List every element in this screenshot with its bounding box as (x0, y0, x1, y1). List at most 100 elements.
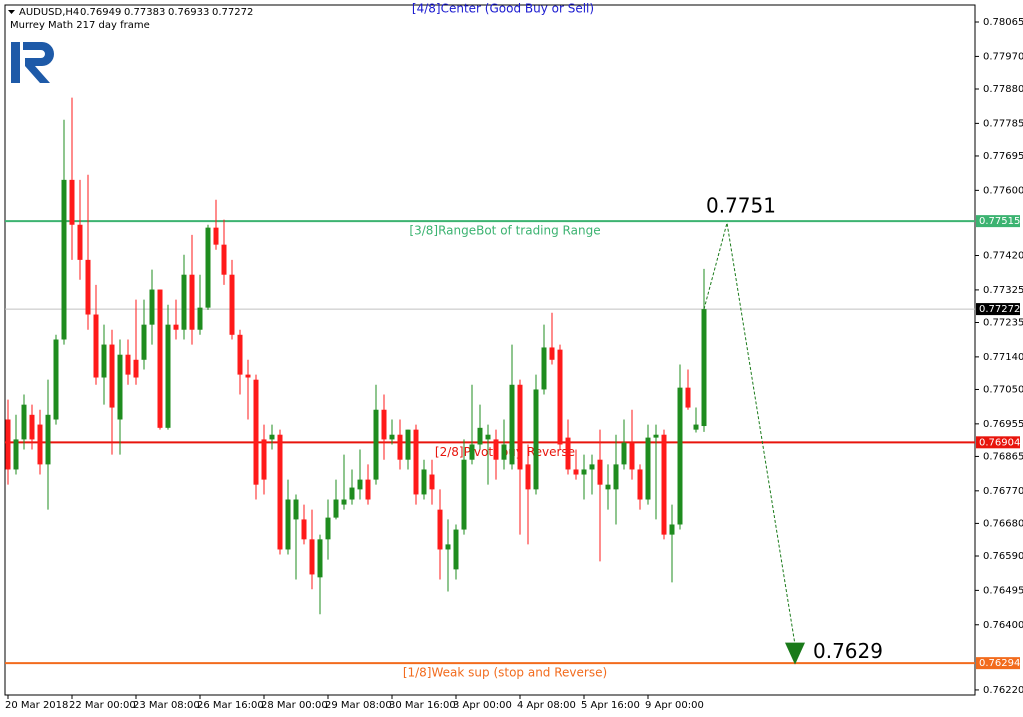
candle-body (461, 459, 467, 530)
y-tick-label: 0.76680 (983, 518, 1023, 529)
candle-body (517, 384, 523, 470)
candle-body (77, 224, 83, 260)
candle-body (141, 324, 147, 360)
candle-body (245, 374, 251, 378)
candle-body (93, 314, 99, 378)
candle-body (53, 339, 59, 420)
candle-body (421, 469, 427, 495)
candle-body (301, 519, 307, 540)
candle-body (685, 387, 691, 408)
candle-body (469, 444, 475, 460)
candle-body (429, 474, 435, 490)
x-tick-label: 29 Mar 08:00 (325, 700, 392, 711)
candle-body (493, 439, 499, 460)
forecast-label: 0.7629 (813, 639, 883, 663)
candle-body (549, 347, 555, 360)
menu-arrow (8, 10, 15, 14)
candle-body (637, 469, 643, 500)
candle-body (477, 427, 483, 445)
candle-body (101, 344, 107, 378)
logo (11, 42, 54, 83)
candle-body (373, 409, 379, 480)
candle-body (485, 434, 491, 440)
candle-body (645, 437, 651, 500)
candle-body (197, 307, 203, 330)
candle-body (565, 437, 571, 470)
candle-body (661, 434, 667, 535)
y-tick-label: 0.76590 (983, 551, 1023, 562)
candle-body (669, 524, 675, 535)
logo-bowl (23, 42, 54, 83)
candle-body (69, 179, 75, 225)
y-tick-label: 0.76770 (983, 486, 1023, 497)
y-tick-label: 0.78065 (983, 17, 1023, 28)
level-price-box (976, 215, 1020, 228)
candle-body (413, 429, 419, 495)
candle-body (445, 544, 451, 550)
chart-subtitle: Murrey Math 217 day frame (10, 20, 150, 31)
candle-body (533, 389, 539, 490)
candle-body (229, 274, 235, 335)
candle-body (381, 409, 387, 440)
forecast-arrow (785, 642, 805, 665)
candle-body (277, 434, 283, 550)
candle-body (597, 459, 603, 485)
current-price-label: 0.77272 (979, 304, 1020, 315)
candle-body (365, 479, 371, 500)
y-tick-label: 0.76220 (983, 685, 1023, 696)
candle-body (133, 359, 139, 378)
candle-body (437, 509, 443, 550)
candle-body (173, 324, 179, 330)
candle-body (333, 499, 339, 518)
candle-body (5, 419, 11, 470)
x-tick-label: 9 Apr 00:00 (645, 700, 704, 711)
candle-body (253, 379, 259, 485)
candle-body (189, 274, 195, 330)
y-tick-label: 0.77140 (983, 352, 1023, 363)
y-tick-label: 0.77880 (983, 84, 1023, 95)
candle-body (453, 529, 459, 570)
x-tick-label: 28 Mar 00:00 (261, 700, 328, 711)
x-tick-label: 22 Mar 00:00 (69, 700, 136, 711)
candle-body (29, 414, 35, 440)
y-tick-label: 0.77695 (983, 151, 1023, 162)
candle-body (213, 227, 219, 245)
candle-body (37, 424, 43, 465)
candle-body (701, 309, 707, 427)
candle-body (317, 539, 323, 578)
candle-body (357, 479, 363, 490)
candle-body (237, 334, 243, 375)
y-tick-label: 0.76955 (983, 419, 1023, 430)
candle-body (509, 384, 515, 465)
candle-body (541, 347, 547, 390)
y-tick-label: 0.77970 (983, 51, 1023, 62)
candle-body (349, 487, 355, 500)
candle-body (589, 464, 595, 470)
x-tick-label: 30 Mar 16:00 (389, 700, 456, 711)
plot-frame (4, 4, 976, 696)
candle-body (557, 349, 563, 445)
header-close: 0.77272 (212, 7, 253, 18)
candle-body (117, 354, 123, 420)
y-tick-label: 0.77325 (983, 285, 1023, 296)
header-low: 0.76933 (168, 7, 209, 18)
level-name: [1/8]Weak sup (stop and Reverse) (403, 666, 607, 680)
candle-body (157, 289, 163, 428)
forecast-label: 0.7751 (706, 193, 776, 217)
candle-body (525, 464, 531, 490)
plot-area: 0.78065 0.77970 0.77880 0.77785 0.77695 0.776… (5, 17, 1023, 711)
candle-body (397, 434, 403, 460)
candle-body (341, 499, 347, 505)
candle-body (573, 469, 579, 475)
candle-body (221, 244, 227, 275)
y-tick-label: 0.77235 (983, 317, 1023, 328)
candle-body (285, 499, 291, 550)
candle-body (293, 499, 299, 520)
candle-body (61, 179, 67, 340)
level-price-label: 0.76904 (979, 437, 1020, 448)
candle-body (85, 259, 91, 315)
header-high: 0.77383 (124, 7, 165, 18)
level-price-box (976, 657, 1020, 670)
candle-body (605, 484, 611, 490)
